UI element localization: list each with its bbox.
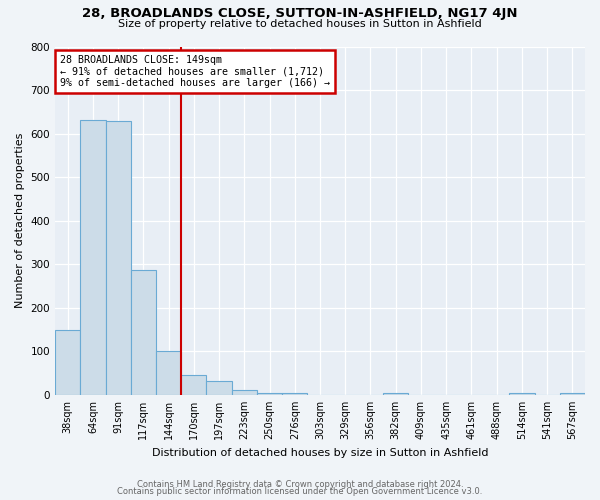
Bar [509, 393, 535, 395]
Bar [383, 393, 409, 395]
X-axis label: Distribution of detached houses by size in Sutton in Ashfield: Distribution of detached houses by size … [152, 448, 488, 458]
Text: Size of property relative to detached houses in Sutton in Ashfield: Size of property relative to detached ho… [118, 19, 482, 29]
Bar [282, 393, 307, 395]
Text: Contains public sector information licensed under the Open Government Licence v3: Contains public sector information licen… [118, 487, 482, 496]
Text: 28 BROADLANDS CLOSE: 149sqm
← 91% of detached houses are smaller (1,712)
9% of s: 28 BROADLANDS CLOSE: 149sqm ← 91% of det… [61, 55, 331, 88]
Bar [560, 393, 585, 395]
Bar [80, 120, 106, 395]
Bar [206, 380, 232, 395]
Bar [106, 122, 131, 395]
Bar [131, 270, 156, 395]
Y-axis label: Number of detached properties: Number of detached properties [15, 133, 25, 308]
Bar [181, 375, 206, 395]
Text: Contains HM Land Registry data © Crown copyright and database right 2024.: Contains HM Land Registry data © Crown c… [137, 480, 463, 489]
Bar [156, 351, 181, 395]
Bar [55, 330, 80, 395]
Bar [232, 390, 257, 395]
Text: 28, BROADLANDS CLOSE, SUTTON-IN-ASHFIELD, NG17 4JN: 28, BROADLANDS CLOSE, SUTTON-IN-ASHFIELD… [82, 8, 518, 20]
Bar [257, 393, 282, 395]
